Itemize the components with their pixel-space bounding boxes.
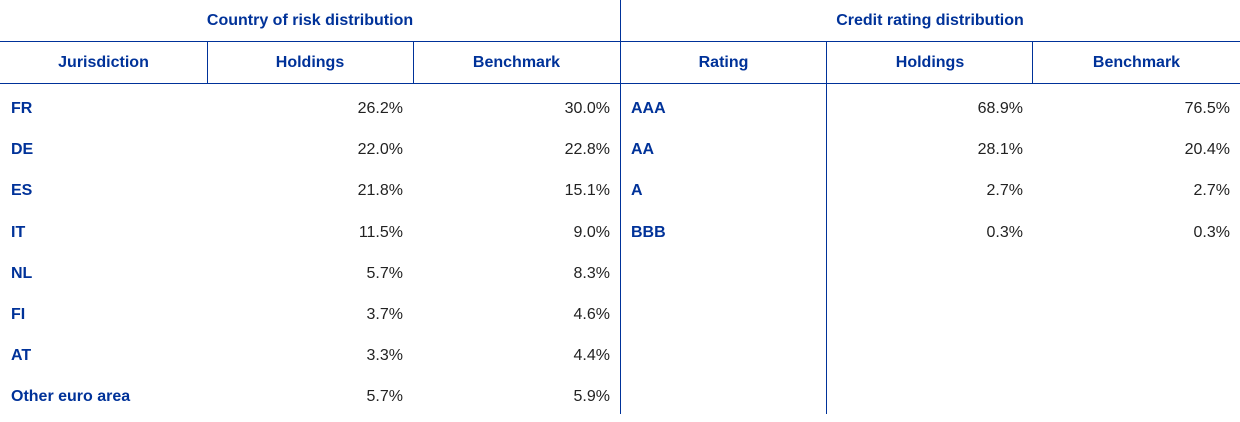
row-label: DE	[11, 141, 34, 159]
cell-value: 11.5%	[358, 223, 403, 241]
column-header: Jurisdiction	[58, 54, 149, 71]
row-label: AA	[631, 141, 655, 159]
divider	[1032, 42, 1033, 83]
row-label: Other euro area	[11, 388, 131, 406]
cell-value: 3.3%	[366, 347, 403, 365]
cell-value: 76.5%	[1184, 100, 1230, 117]
section-title: Country of risk distribution	[206, 12, 414, 29]
cell-value: 22.0%	[357, 141, 403, 159]
cell-value: 68.9%	[977, 100, 1023, 117]
row-label: AT	[11, 347, 32, 365]
cell-value: 2.7%	[1193, 182, 1230, 200]
row-label: FI	[11, 306, 26, 323]
cell-value: 2.7%	[986, 182, 1023, 200]
column-header: Benchmark	[1092, 54, 1181, 71]
divider	[207, 42, 208, 83]
divider	[413, 42, 414, 83]
row-label: NL	[11, 264, 33, 282]
row-label: FR	[11, 100, 33, 117]
divider	[826, 42, 827, 414]
row-label: IT	[11, 223, 26, 241]
cell-value: 28.1%	[977, 141, 1023, 159]
cell-value: 26.2%	[357, 100, 403, 117]
column-header: Holdings	[275, 54, 345, 71]
cell-value: 9.0%	[573, 223, 610, 241]
row-label: ES	[11, 182, 33, 200]
row-label: AAA	[631, 100, 666, 117]
cell-value: 5.9%	[573, 388, 610, 406]
section-title: Credit rating distribution	[836, 12, 1024, 29]
column-header: Holdings	[895, 54, 965, 71]
cell-value: 21.8%	[357, 182, 403, 200]
cell-value: 4.4%	[573, 347, 610, 365]
cell-value: 30.0%	[564, 100, 610, 117]
cell-value: 3.7%	[366, 306, 403, 323]
cell-value: 4.6%	[573, 306, 610, 323]
cell-value: 8.3%	[573, 264, 610, 282]
cell-value: 20.4%	[1184, 141, 1230, 159]
column-header: Rating	[698, 54, 749, 71]
cell-value: 15.1%	[564, 182, 610, 200]
row-label: BBB	[631, 223, 666, 241]
cell-value: 5.7%	[366, 264, 403, 282]
cell-value: 0.3%	[986, 223, 1023, 241]
cell-value: 0.3%	[1193, 223, 1230, 241]
row-label: A	[631, 182, 643, 200]
cell-value: 22.8%	[564, 141, 610, 159]
column-header: Benchmark	[472, 54, 561, 71]
cell-value: 5.7%	[366, 388, 403, 406]
divider	[620, 0, 621, 414]
